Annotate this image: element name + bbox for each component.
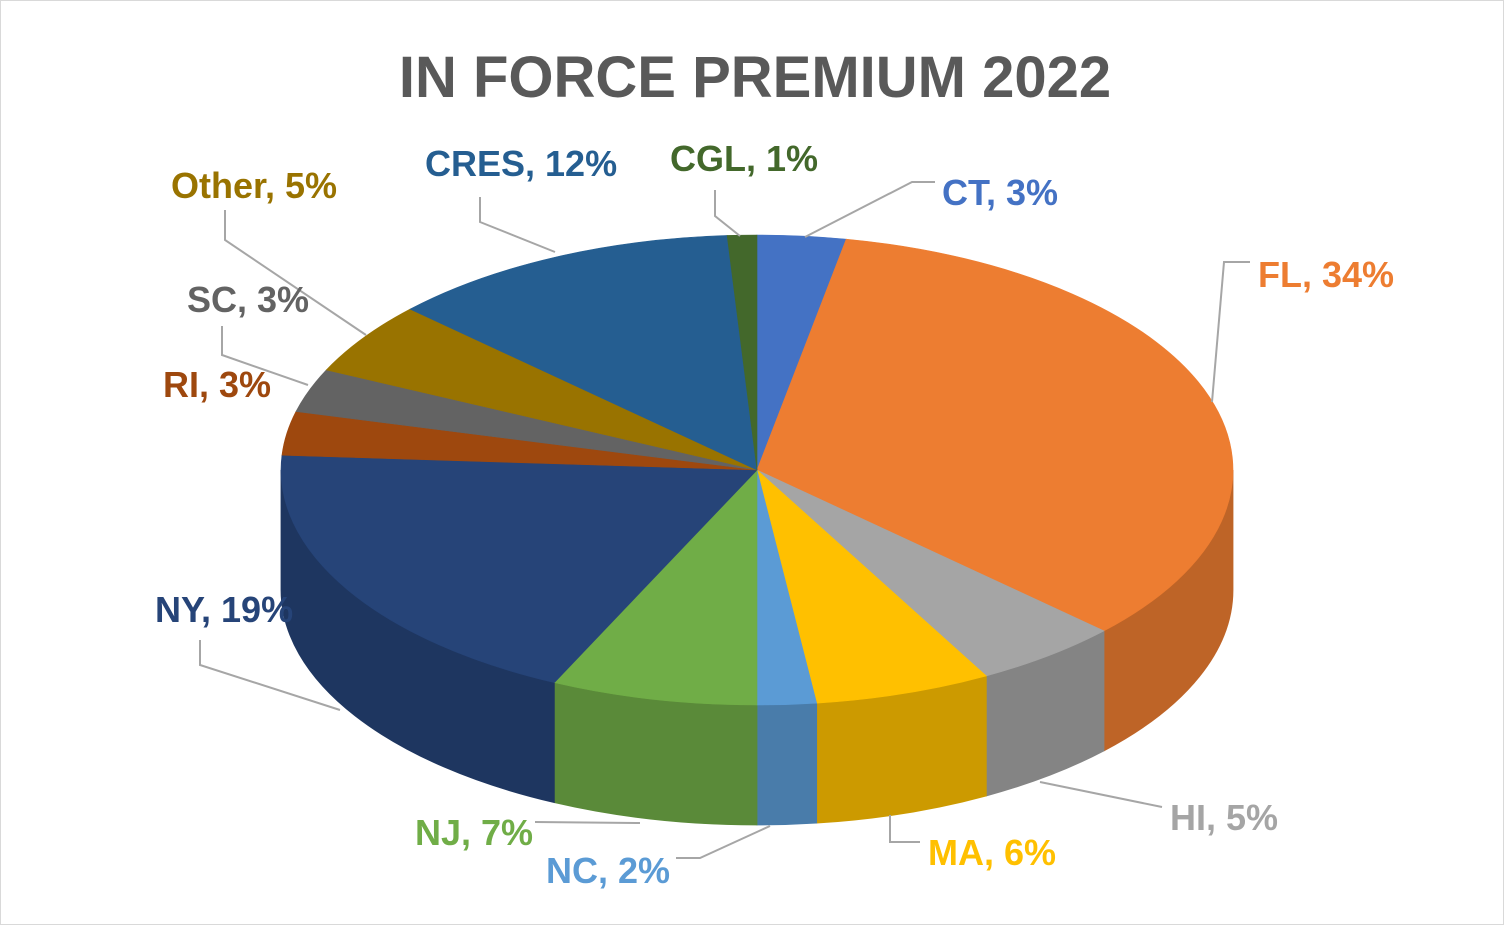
data-label-ny: NY, 19% (155, 589, 293, 630)
data-label-cgl: CGL, 1% (670, 138, 818, 179)
leader-line-fl (1211, 261, 1250, 403)
pie-slices (280, 234, 1234, 706)
slice-side-nc (756, 702, 818, 826)
slice-nj (553, 469, 758, 706)
data-labels: CT, 3% FL, 34% HI, 5% MA, 6% NC, 2% NJ, 7% NY,… (155, 138, 1394, 891)
leader-line-nc (676, 825, 771, 859)
leader-line-cgl (714, 190, 741, 237)
data-label-fl: FL, 34% (1258, 254, 1394, 295)
slice-cres (409, 235, 758, 471)
leader-line-nj (534, 821, 641, 824)
leader-line-ny (199, 640, 341, 711)
slice-fl (756, 238, 1234, 632)
leader-line-other (224, 210, 367, 336)
data-label-hi: HI, 5% (1170, 797, 1278, 838)
leader-line-hi (1039, 781, 1163, 808)
data-label-other: Other, 5% (171, 165, 337, 206)
leader-line-sc (221, 326, 309, 386)
data-label-ma: MA, 6% (928, 832, 1056, 873)
slice-cgl (726, 234, 758, 471)
leader-line-ct (804, 181, 935, 238)
slice-other (325, 308, 758, 471)
leader-line-cres (479, 197, 556, 253)
pie-side-walls (280, 469, 1234, 826)
data-label-ct: CT, 3% (942, 172, 1058, 213)
slice-hi (756, 469, 1105, 677)
chart-title: IN FORCE PREMIUM 2022 (399, 45, 1111, 110)
leader-line-ma (889, 815, 920, 843)
data-label-nc: NC, 2% (546, 850, 670, 891)
data-label-cres: CRES, 12% (425, 143, 617, 184)
leader-lines (199, 181, 1250, 859)
slice-ma (756, 469, 987, 704)
slice-ny (280, 454, 758, 683)
data-label-nj: NJ, 7% (415, 812, 533, 853)
data-label-ri: RI, 3% (163, 364, 271, 405)
data-label-sc: SC, 3% (187, 279, 309, 320)
